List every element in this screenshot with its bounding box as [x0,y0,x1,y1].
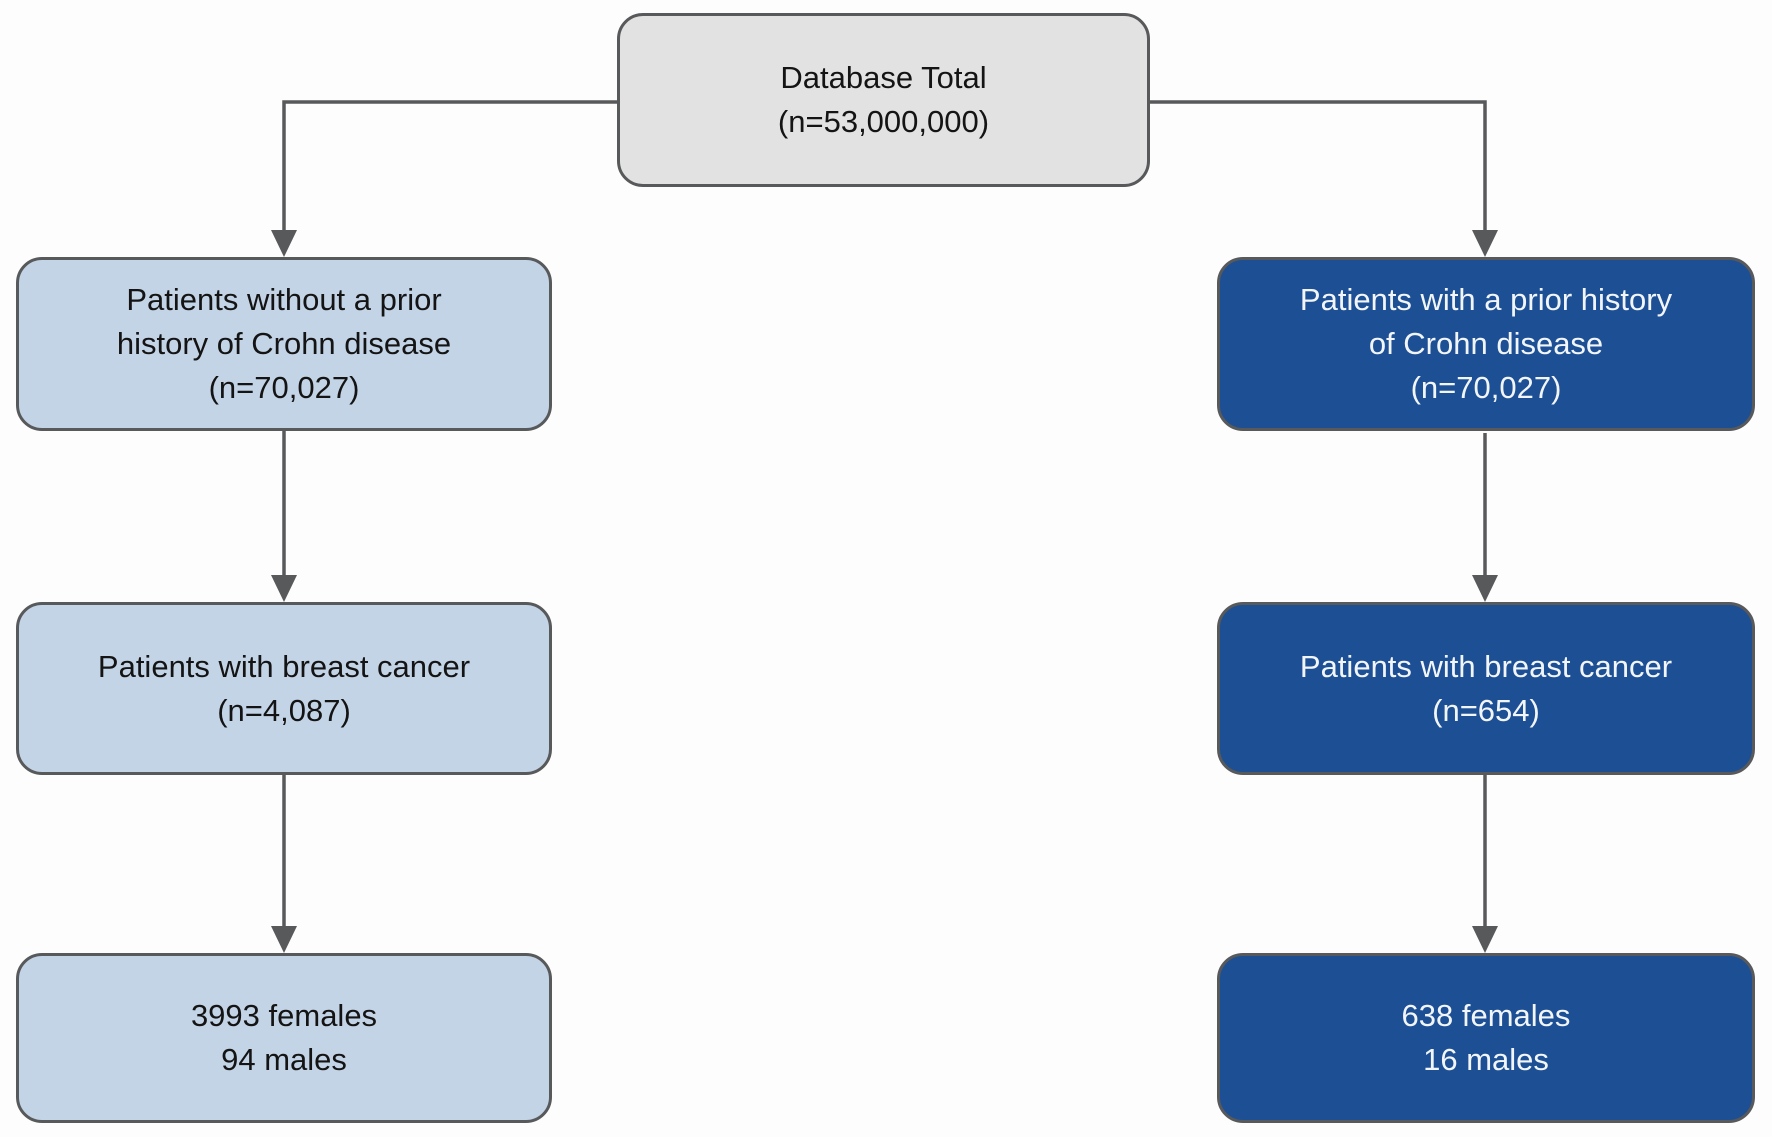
node-text-line: (n=70,027) [1410,370,1562,405]
arrowhead-root-to-left [271,230,297,257]
node-text-line: Patients with breast cancer [97,648,471,684]
node-text-line: Patients without a prior [126,282,442,317]
node-text-line: 638 females [1401,998,1571,1033]
node-text-line: history of Crohn disease [116,326,452,361]
arrowhead-root-to-right [1472,230,1498,257]
node-text-line: 94 males [221,1042,347,1077]
node-no-crohn-breast-cancer: Patients with breast cancer (n=4,087) [16,602,552,775]
node-crohn-sex-breakdown: 638 females 16 males [1217,953,1755,1123]
node-text-line: (n=654) [1432,692,1540,728]
node-text-line: Database Total [780,60,987,95]
node-text-line: (n=4,087) [217,692,351,728]
arrowhead-right-2-to-3 [1472,926,1498,953]
edge-root-to-left [282,100,617,232]
node-text-line: 3993 females [190,998,378,1033]
node-crohn-history: Patients with a prior history of Crohn d… [1217,257,1755,431]
node-text-line: (n=53,000,000) [777,104,990,139]
node-text-line: Patients with breast cancer [1299,648,1673,684]
node-text-line: (n=70,027) [208,370,360,405]
node-no-crohn-history: Patients without a prior history of Croh… [16,257,552,431]
node-database-total: Database Total (n=53,000,000) [617,13,1150,187]
node-text-line: Patients with a prior history [1299,282,1673,317]
node-no-crohn-sex-breakdown: 3993 females 94 males [16,953,552,1123]
node-text-line: 16 males [1423,1042,1549,1077]
edge-root-to-right [1150,100,1487,232]
arrowhead-left-1-to-2 [271,575,297,602]
arrowhead-right-1-to-2 [1472,575,1498,602]
arrowhead-left-2-to-3 [271,926,297,953]
node-text-line: of Crohn disease [1368,326,1604,361]
node-crohn-breast-cancer: Patients with breast cancer (n=654) [1217,602,1755,775]
